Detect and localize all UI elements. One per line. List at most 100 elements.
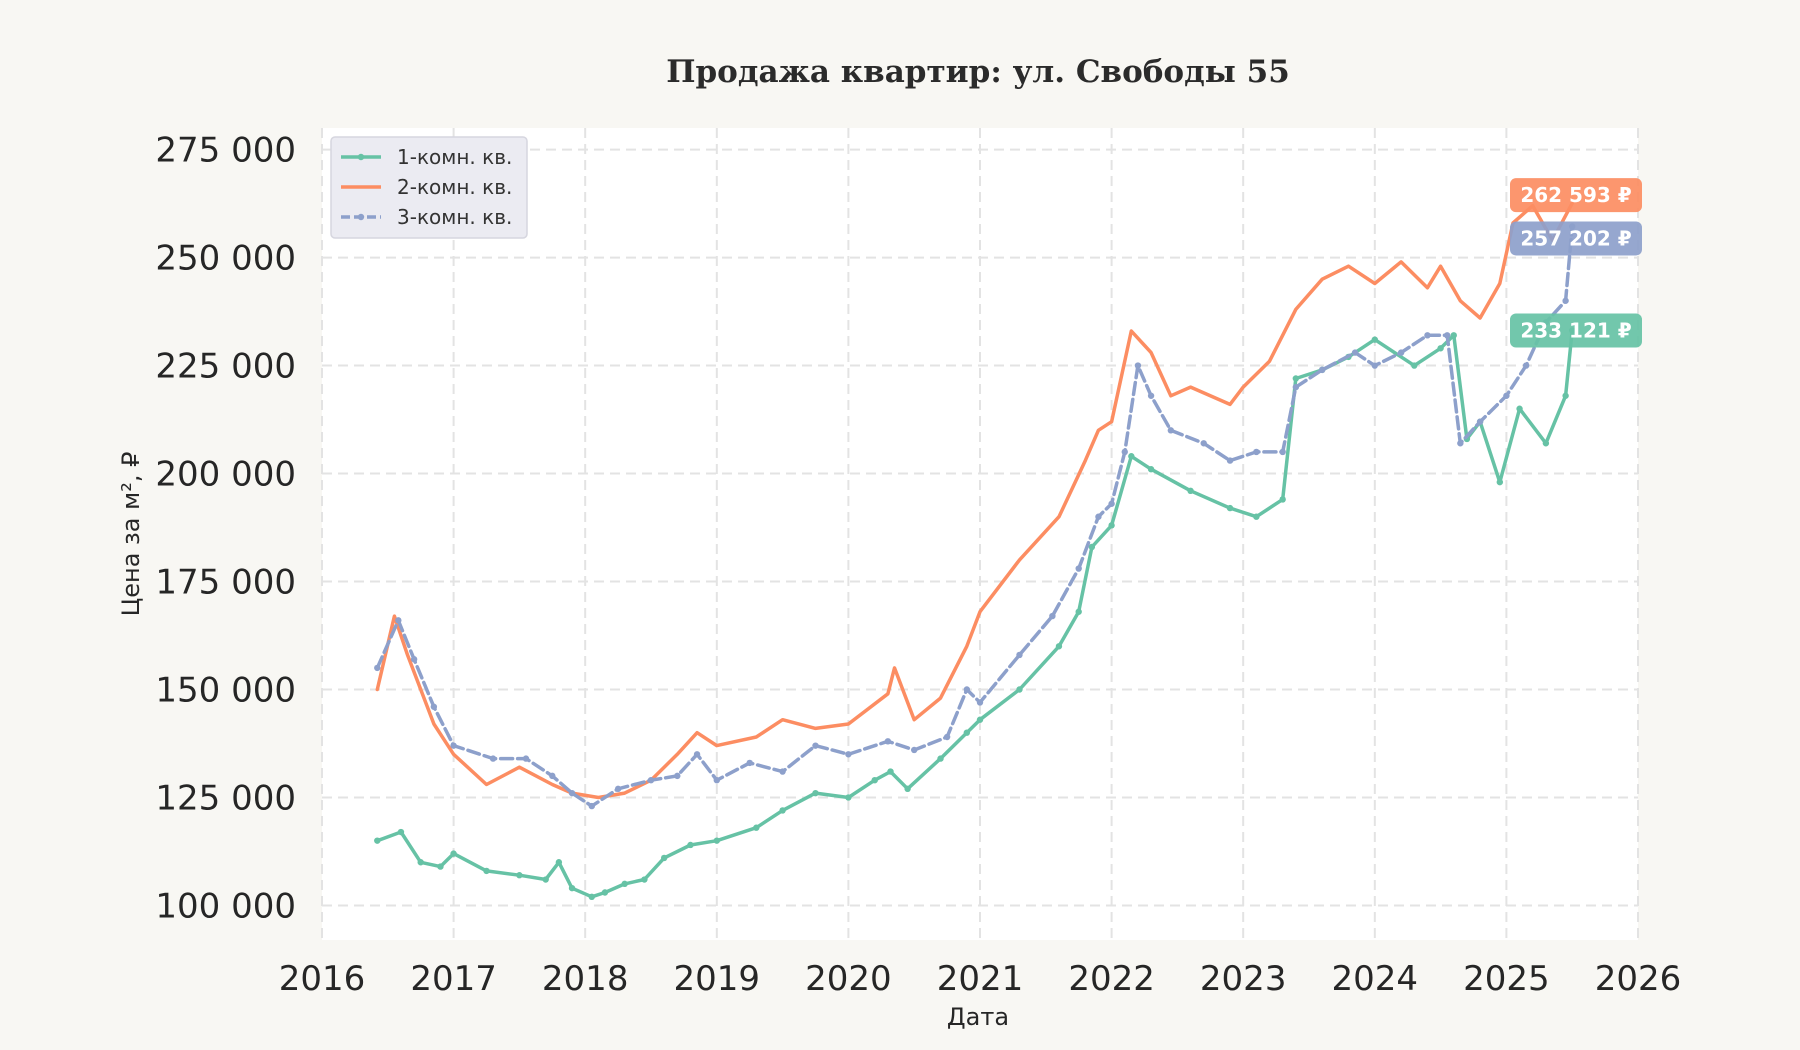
data-point [1075,565,1082,572]
data-point [542,876,549,883]
legend-item: 1-комн. кв. [341,145,512,169]
legend-marker [357,153,365,161]
data-point [1292,383,1300,391]
y-tick-label: 250 000 [155,239,296,279]
data-point [1542,440,1550,447]
data-point [489,755,497,762]
data-point [588,893,595,901]
legend-box [330,136,528,239]
data-point [963,729,971,736]
data-point [568,789,576,797]
legend-marker [357,213,365,221]
data-point [1476,418,1484,425]
x-tick-label: 2022 [1068,959,1155,999]
data-point [549,772,556,780]
data-point [437,863,444,870]
data-point [1121,448,1128,456]
data-point [937,755,944,762]
data-point [660,854,668,862]
data-point [1088,543,1096,551]
data-point [1371,336,1379,343]
legend: 1-комн. кв. 2-комн. кв. 3-комн. кв. [330,136,528,239]
data-point [1226,504,1234,512]
data-point [963,686,971,693]
end-labels: 262 593 ₽ 257 202 ₽ 233 121 ₽ [1510,178,1642,348]
data-point [601,889,609,896]
y-tick-label: 275 000 [155,131,296,171]
data-point [713,837,720,844]
data-point [1253,448,1260,456]
end-label-text: 257 202 ₽ [1520,226,1631,250]
data-point [1279,448,1286,456]
x-tick-label: 2017 [410,959,497,999]
data-point [1049,612,1056,620]
y-tick-label: 150 000 [155,670,296,710]
data-point [1562,392,1569,399]
legend-label: 2-комн. кв. [397,175,512,199]
data-point [588,802,595,810]
y-tick-label: 175 000 [155,563,296,603]
x-axis-label: Дата [947,1003,1009,1031]
y-tick-label: 200 000 [155,455,296,495]
chart-title: Продажа квартир: ул. Свободы 55 [666,54,1290,90]
x-tick-label: 2021 [937,959,1024,999]
data-point [904,785,911,793]
end-label-badge [1510,221,1642,256]
data-point [871,776,878,784]
data-point [1424,332,1431,339]
x-tick-label: 2026 [1595,959,1682,999]
data-point [693,751,701,758]
data-point [417,859,424,866]
data-point [1450,332,1457,339]
data-point [1443,332,1451,339]
data-point [753,824,760,831]
data-point [1128,453,1135,460]
data-point [1147,466,1155,473]
series-1 [374,327,1576,901]
data-point [1108,522,1115,529]
data-point [430,703,438,710]
data-point [450,850,457,857]
data-point [410,656,418,663]
data-point [1134,362,1142,369]
data-point [1147,392,1155,399]
data-point [1187,487,1194,495]
data-point [1522,362,1530,369]
data-point [911,746,918,754]
data-point [812,742,819,749]
data-point [614,785,622,793]
data-point [1200,440,1207,447]
data-point [647,776,655,784]
data-point [568,884,576,892]
data-point [1016,651,1023,659]
data-point [1253,513,1260,520]
data-point [1457,440,1464,447]
data-point [687,841,694,849]
data-point [450,742,457,749]
legend-item: 3-комн. кв. [341,205,512,229]
series-line [375,328,1574,899]
x-tick-label: 2024 [1332,959,1419,999]
data-point [1516,405,1523,412]
data-point [884,738,892,745]
data-point [1503,392,1510,399]
end-label: 257 202 ₽ [1510,221,1642,256]
data-point [374,664,381,672]
legend-label: 3-комн. кв. [397,205,512,229]
end-label-badge [1510,178,1642,213]
x-tick-label: 2023 [1200,959,1287,999]
data-point [374,837,381,844]
legend-item: 2-комн. кв. [341,175,512,199]
end-label: 262 593 ₽ [1510,178,1642,213]
data-point [1095,513,1102,520]
x-tick-label: 2025 [1463,959,1550,999]
series-line [375,224,1574,808]
data-point [641,876,648,883]
data-point [1292,375,1300,382]
data-point [516,872,523,879]
data-point [1016,686,1023,693]
data-point [976,699,984,706]
grid [321,128,1639,940]
data-point [1411,362,1418,369]
